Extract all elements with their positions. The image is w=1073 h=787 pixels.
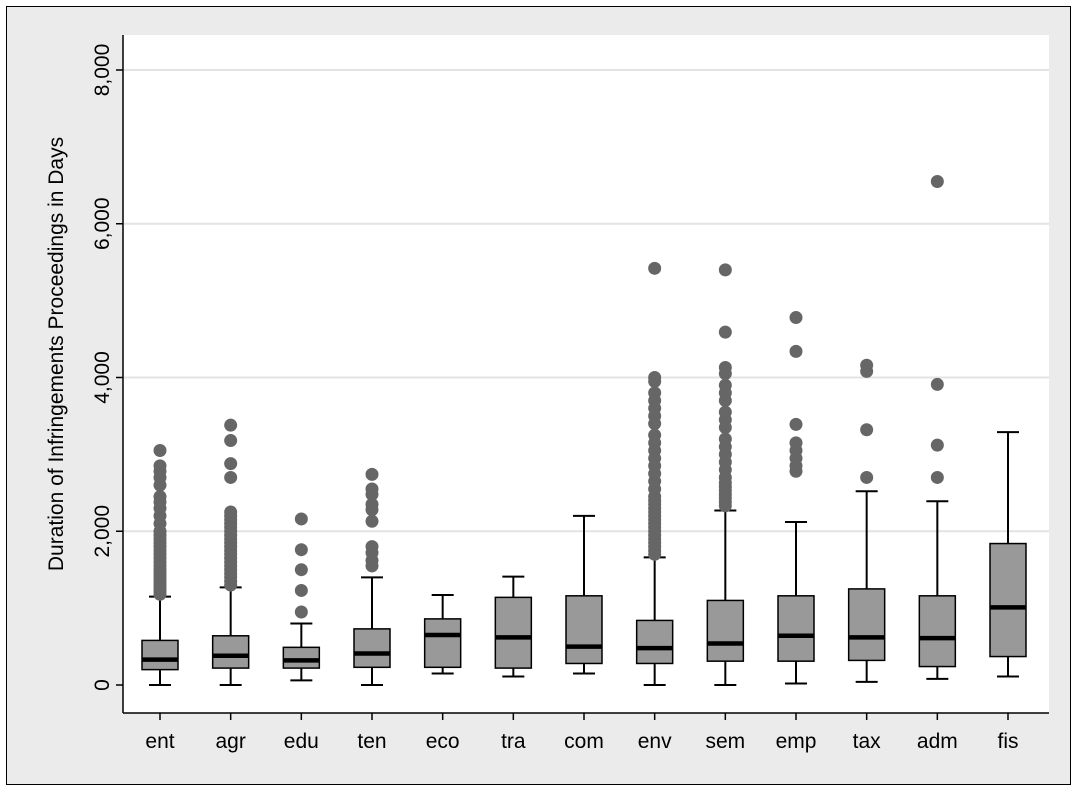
- box-adm: [918, 174, 957, 680]
- outlier-edu-3: [294, 543, 308, 557]
- box-sem: [706, 263, 745, 686]
- x-tick-label-edu: edu: [284, 730, 319, 753]
- outlier-adm-2: [930, 377, 944, 391]
- box-tra: [494, 575, 533, 678]
- outlier-agr-22: [224, 434, 238, 448]
- outlier-sem-15: [718, 405, 732, 419]
- outlier-sem-12: [718, 432, 732, 446]
- outlier-edu-2: [294, 563, 308, 577]
- outlier-env-30: [648, 371, 662, 384]
- x-tick-label-com: com: [564, 730, 604, 753]
- box-agr: [211, 418, 250, 686]
- iqr-box-sem: [706, 599, 745, 662]
- outlier-emp-7: [789, 311, 803, 325]
- outlier-agr-21: [224, 457, 238, 471]
- iqr-box-emp: [777, 595, 815, 662]
- x-tick-label-ent: ent: [145, 730, 174, 753]
- x-tick-label-fis: fis: [998, 730, 1019, 753]
- y-tick-label-0: 0: [91, 679, 114, 691]
- iqr-box-ent: [141, 639, 179, 671]
- x-tick-label-sem: sem: [705, 730, 745, 753]
- outlier-ten-6: [365, 497, 379, 511]
- iqr-box-edu: [282, 646, 321, 669]
- outlier-sem-18: [718, 378, 732, 392]
- outlier-agr-19: [224, 505, 238, 519]
- x-tick-label-adm: adm: [917, 730, 958, 753]
- outlier-edu-4: [294, 512, 308, 526]
- outlier-agr-20: [224, 470, 238, 484]
- x-tick-label-tra: tra: [501, 730, 526, 753]
- outlier-ent-23: [153, 490, 167, 504]
- box-eco: [423, 594, 462, 675]
- outlier-emp-4: [789, 436, 803, 450]
- outlier-adm-3: [930, 174, 944, 188]
- outlier-env-28: [648, 386, 662, 400]
- outlier-ten-4: [365, 514, 379, 528]
- box-fis: [989, 431, 1027, 678]
- iqr-box-tra: [494, 596, 533, 669]
- x-tick-label-emp: emp: [776, 730, 817, 753]
- x-tick-label-eco: eco: [426, 730, 460, 753]
- outlier-adm-0: [930, 470, 944, 484]
- iqr-box-tax: [847, 588, 886, 662]
- iqr-box-ten: [353, 628, 391, 669]
- outlier-ten-3: [365, 540, 379, 554]
- iqr-box-fis: [989, 542, 1027, 658]
- y-axis-title: Duration of Infringements Proceedings in…: [45, 137, 68, 571]
- y-tick-label-2: 4,000: [91, 351, 114, 404]
- outlier-adm-1: [930, 438, 944, 452]
- iqr-box-adm: [918, 595, 957, 668]
- x-tick-label-tax: tax: [853, 730, 882, 753]
- outlier-sem-21: [718, 325, 732, 339]
- outlier-emp-6: [789, 344, 803, 358]
- outlier-edu-1: [294, 583, 308, 597]
- outlier-agr-23: [224, 418, 238, 432]
- box-tax: [847, 358, 886, 683]
- iqr-box-com: [565, 595, 603, 665]
- outlier-ten-8: [365, 482, 379, 496]
- outlier-tax-1: [860, 423, 874, 437]
- box-plot: 0 2,000 4,000 6,000 8,000 ent agr edu ten eco tra c…: [45, 35, 1049, 753]
- outlier-tax-0: [860, 470, 874, 484]
- iqr-box-agr: [211, 635, 250, 669]
- x-tick-label-ten: ten: [357, 730, 386, 753]
- grid-lines: [124, 69, 1049, 533]
- tick-labels: 0 2,000 4,000 6,000 8,000 ent agr edu ten eco tra c…: [91, 44, 1019, 753]
- outlier-env-23: [648, 428, 662, 442]
- x-tick-label-env: env: [638, 730, 672, 753]
- y-tick-label-3: 6,000: [91, 197, 114, 250]
- x-tick-label-agr: agr: [215, 730, 245, 753]
- outlier-ent-27: [153, 459, 167, 473]
- chart-frame: 0 2,000 4,000 6,000 8,000 ent agr edu ten eco tra c…: [6, 6, 1071, 785]
- box-emp: [777, 311, 815, 685]
- outlier-edu-0: [294, 605, 308, 619]
- outlier-env-31: [648, 261, 662, 275]
- outlier-ent-28: [153, 444, 167, 458]
- box-ent: [141, 444, 179, 686]
- y-tick-label-4: 8,000: [91, 44, 114, 97]
- iqr-box-env: [635, 619, 674, 665]
- outlier-sem-22: [718, 263, 732, 277]
- outlier-sem-20: [718, 361, 732, 375]
- outlier-tax-3: [860, 358, 874, 372]
- boxes: [141, 174, 1027, 686]
- box-com: [565, 514, 603, 675]
- axes: [116, 35, 1049, 720]
- outlier-ten-9: [365, 467, 379, 481]
- y-tick-label-1: 2,000: [91, 505, 114, 558]
- outlier-emp-5: [789, 417, 803, 431]
- box-ten: [353, 467, 391, 686]
- iqr-box-eco: [423, 618, 462, 669]
- box-env: [635, 261, 674, 686]
- box-edu: [282, 512, 321, 682]
